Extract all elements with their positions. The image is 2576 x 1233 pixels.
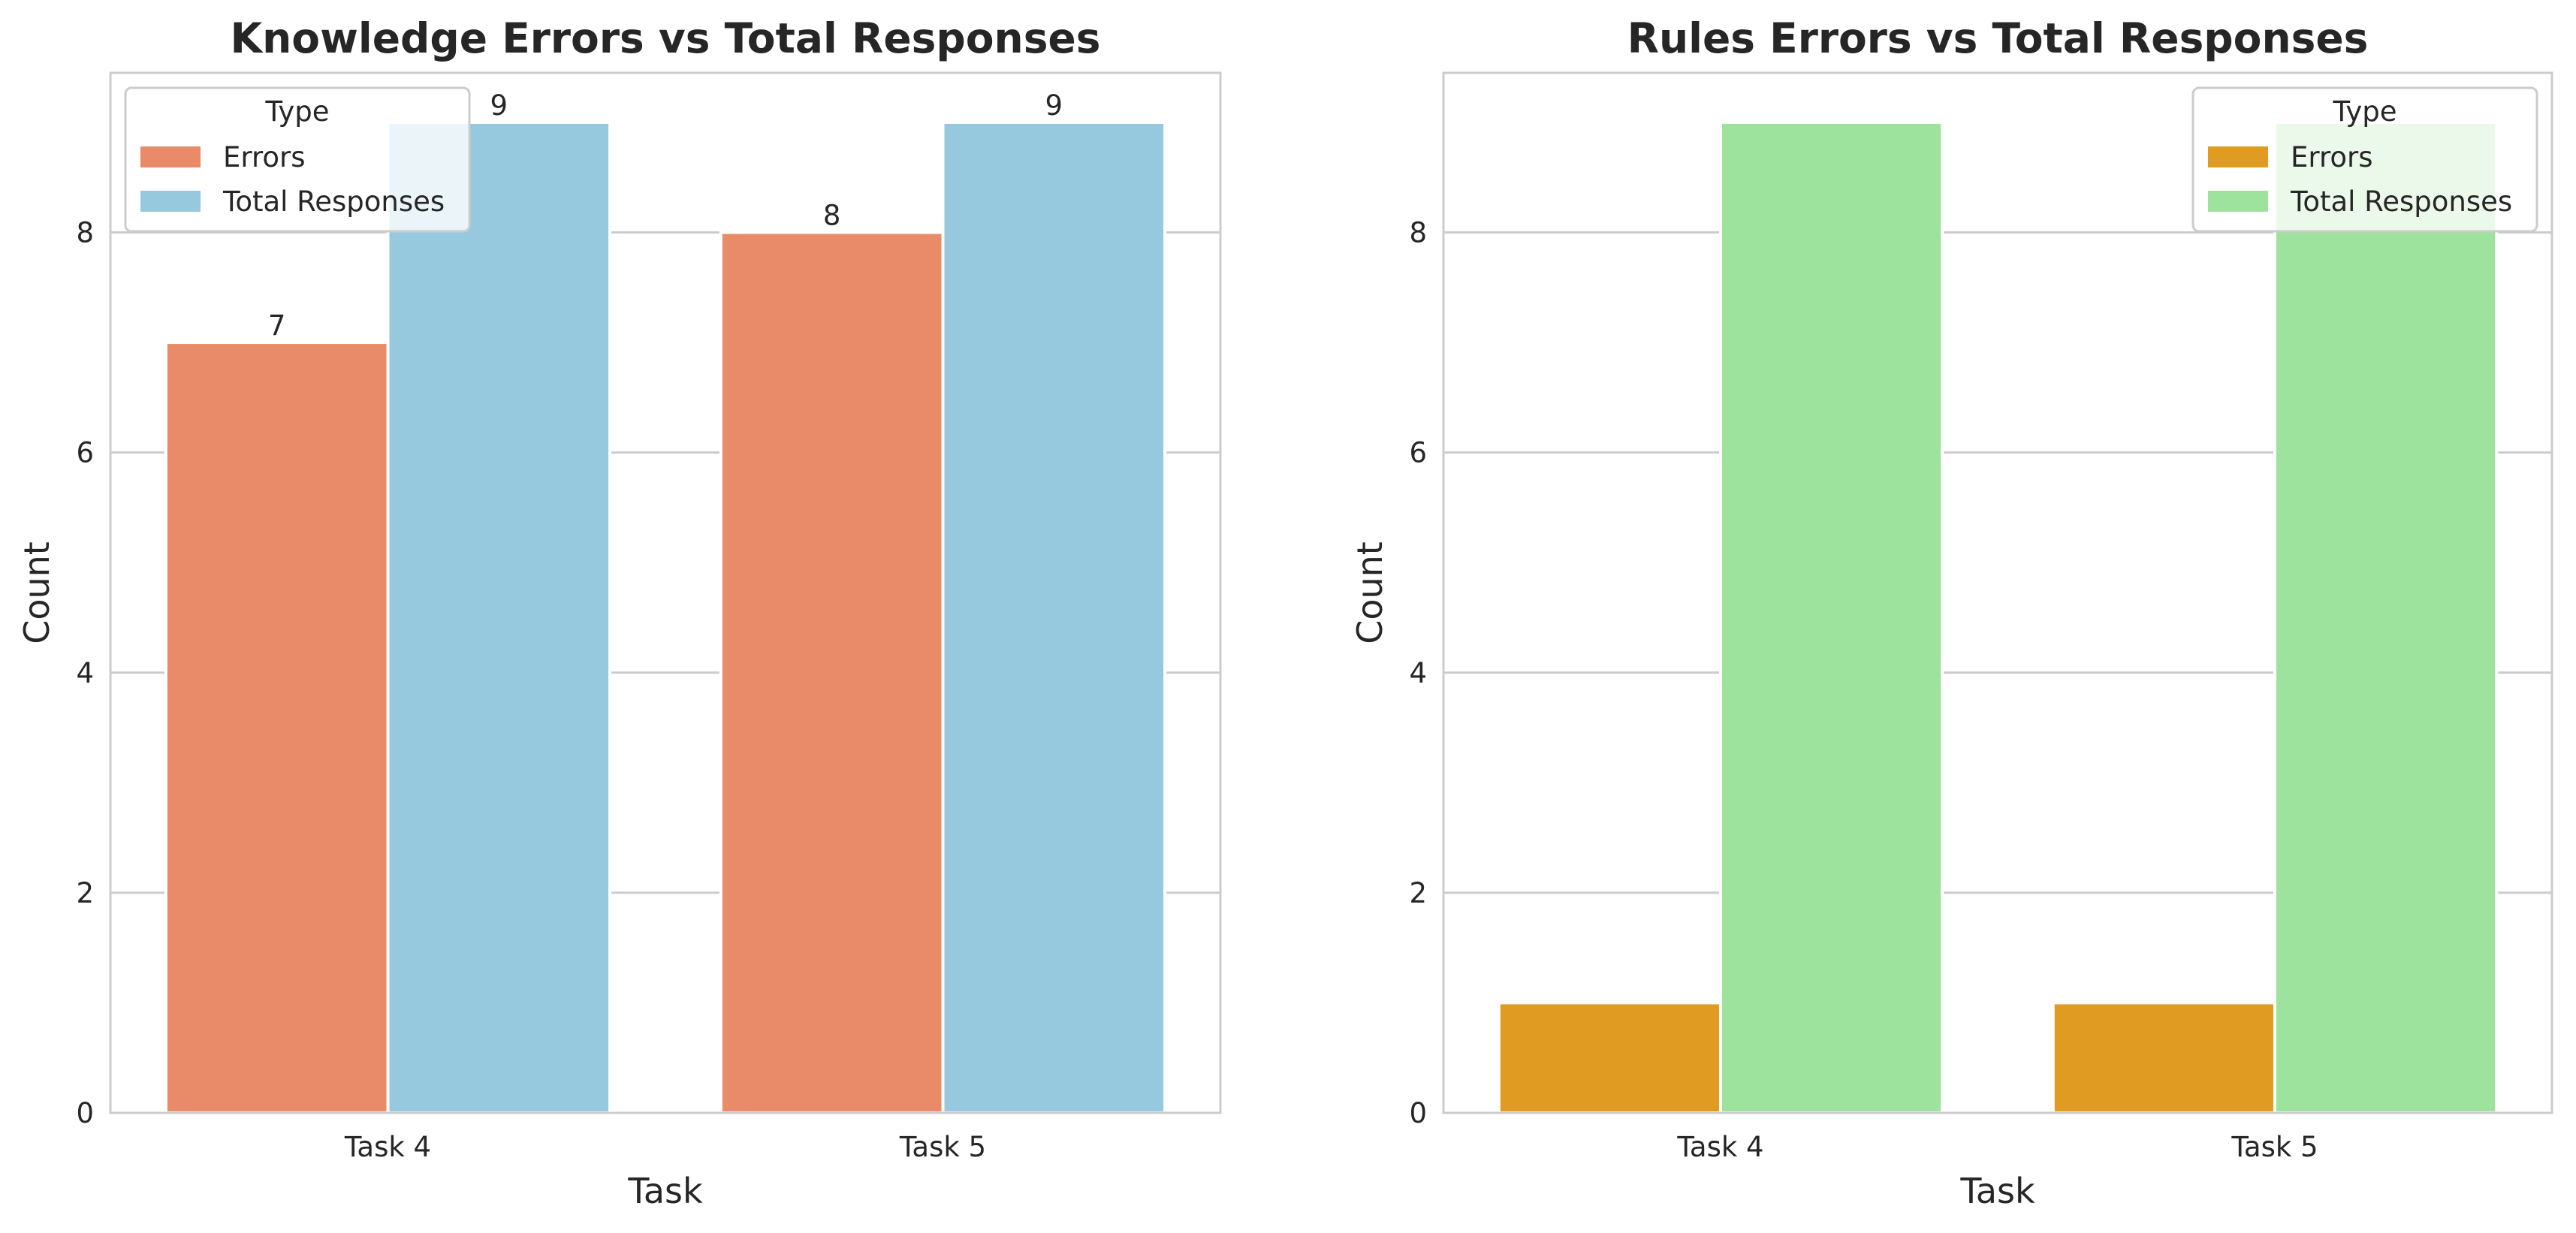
chart-panel-1: 7 8 9 9 0 2 4 6 8 Task 4 Task 5 Task Count Knowledge … [17, 14, 1222, 1211]
bar-total-responses-task-5 [941, 120, 1167, 1114]
x-tick-label: Task 5 [899, 1131, 986, 1163]
chart-panel-2: 0 2 4 6 8 Task 4 Task 5 Task Count Rules Errors v… [1350, 14, 2553, 1211]
bar-total-responses-task-4 [1719, 120, 1944, 1114]
legend-swatch-errors [2208, 146, 2268, 167]
y-axis-label: Count [17, 541, 57, 644]
y-axis-label: Count [1350, 541, 1390, 644]
y-tick-label: 0 [1409, 1097, 1427, 1129]
legend-swatch-total-responses [140, 191, 201, 212]
legend-label: Total Responses [222, 185, 445, 218]
y-tick-label: 2 [1409, 877, 1427, 909]
bar-value-label: 8 [823, 200, 841, 232]
x-axis-label: Task [627, 1171, 703, 1211]
x-tick-label: Task 4 [344, 1131, 431, 1163]
legend-label: Errors [2291, 141, 2372, 173]
y-tick-label: 4 [76, 657, 94, 689]
x-axis-label: Task [1959, 1171, 2035, 1211]
x-tick-label: Task 5 [2231, 1131, 2318, 1163]
chart-title: Rules Errors vs Total Responses [1627, 14, 2369, 62]
bar-value-label: 9 [1045, 89, 1063, 122]
bar-errors-task-5 [2051, 1001, 2277, 1115]
bar-errors-task-4 [164, 341, 390, 1114]
legend-label: Total Responses [2290, 185, 2512, 218]
legend-title: Type [265, 95, 330, 128]
bar-errors-task-5 [719, 231, 945, 1115]
legend-box [124, 86, 471, 233]
legend-box [2191, 86, 2538, 233]
y-tick-label: 4 [1409, 657, 1427, 689]
y-tick-label: 2 [76, 877, 94, 909]
plot-frame [1442, 71, 2553, 1114]
bar-total-responses-task-5 [2273, 120, 2499, 1114]
y-tick-label: 0 [76, 1097, 94, 1129]
legend-swatch-errors [140, 146, 201, 167]
chart-title: Knowledge Errors vs Total Responses [231, 14, 1101, 62]
legend: Type Errors Total Responses [2191, 86, 2538, 233]
legend-swatch-total-responses [2208, 191, 2268, 212]
bar-total-responses-task-4 [386, 120, 612, 1114]
y-tick-label: 8 [1409, 217, 1427, 249]
y-tick-label: 8 [76, 217, 94, 249]
plot-frame [109, 71, 1222, 1114]
x-tick-label: Task 4 [1676, 1131, 1763, 1163]
legend-label: Errors [223, 141, 305, 173]
bar-value-label: 7 [268, 309, 286, 342]
y-tick-label: 6 [76, 437, 94, 469]
bar-value-label: 9 [490, 89, 508, 122]
legend-title: Type [2333, 95, 2397, 128]
legend: Type Errors Total Responses [124, 86, 471, 233]
y-tick-label: 6 [1409, 437, 1427, 469]
bar-errors-task-4 [1497, 1001, 1723, 1115]
